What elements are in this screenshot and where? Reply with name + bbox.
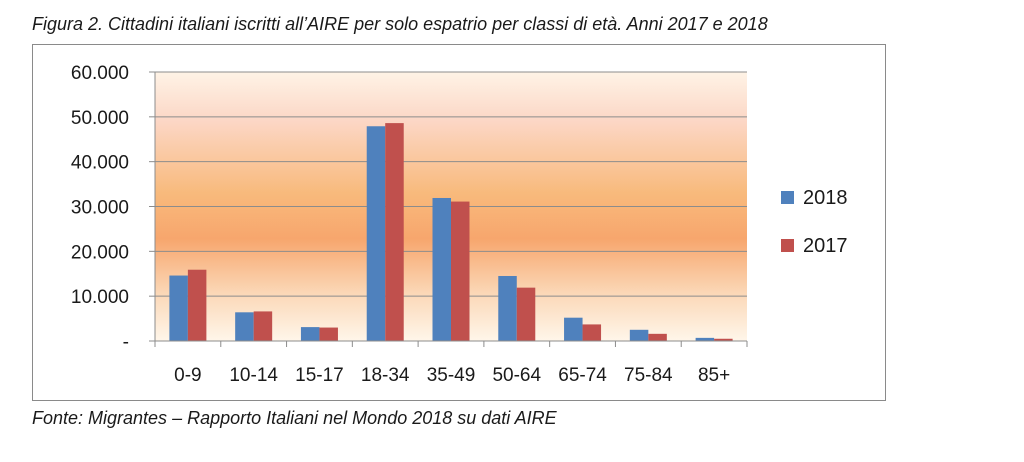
y-tick-labels: - 10.000 20.000 30.000 40.000 50.000 60.000 <box>71 63 129 353</box>
axes <box>149 71 748 347</box>
chart-frame <box>32 44 886 401</box>
bar-2018-18-34 <box>366 126 386 341</box>
bar-2017-50-64 <box>516 287 536 341</box>
legend-swatch-2017 <box>781 239 794 252</box>
bar-2018-50-64 <box>498 275 517 341</box>
bars <box>169 123 733 341</box>
source-note: Fonte: Migrantes – Rapporto Italiani nel… <box>32 408 557 428</box>
bar-2017-75-84 <box>648 333 667 341</box>
bar-2017-35-49 <box>451 201 470 341</box>
x-tick-label: 65-74 <box>558 365 607 386</box>
x-tick-label: 18-34 <box>361 365 410 386</box>
y-tick-label: 50.000 <box>71 108 129 129</box>
x-tick-labels: 0-9 10-14 15-17 18-34 35-49 50-64 65-74 75-84 85… <box>174 365 730 386</box>
bar-2018-10-14 <box>235 312 254 341</box>
y-tick-label: 20.000 <box>71 242 129 263</box>
y-tick-label: 10.000 <box>71 287 129 308</box>
legend-label-2017: 2017 <box>803 235 848 257</box>
bar-2017-10-14 <box>253 311 273 341</box>
x-tick-label: 0-9 <box>174 365 201 386</box>
x-tick-label: 50-64 <box>492 365 541 386</box>
bar-2018-85+ <box>695 337 715 341</box>
bar-2018-75-84 <box>629 329 649 341</box>
y-tick-label: 60.000 <box>71 63 129 84</box>
bar-2018-35-49 <box>432 197 451 341</box>
x-tick-label: 35-49 <box>427 365 476 386</box>
x-tick-label: 75-84 <box>624 365 673 386</box>
bar-2018-15-17 <box>300 327 320 341</box>
legend: 2018 2017 <box>781 187 848 257</box>
bar-2017-85+ <box>714 338 733 341</box>
bar-2017-65-74 <box>582 324 602 341</box>
x-tick-label: 10-14 <box>229 365 278 386</box>
bar-2017-15-17 <box>319 327 338 341</box>
bar-2018-65-74 <box>564 317 583 341</box>
figure-title: Figura 2. Cittadini italiani iscritti al… <box>32 14 768 34</box>
y-tick-label: - <box>123 332 129 353</box>
legend-swatch-2018 <box>781 191 794 204</box>
bar-2018-0-9 <box>169 275 188 341</box>
bar-2017-0-9 <box>187 269 207 341</box>
bar-2017-18-34 <box>385 123 404 341</box>
legend-label-2018: 2018 <box>803 187 848 209</box>
x-tick-label: 85+ <box>698 365 730 386</box>
y-tick-label: 40.000 <box>71 153 129 174</box>
y-tick-label: 30.000 <box>71 198 129 219</box>
x-tick-label: 15-17 <box>295 365 344 386</box>
